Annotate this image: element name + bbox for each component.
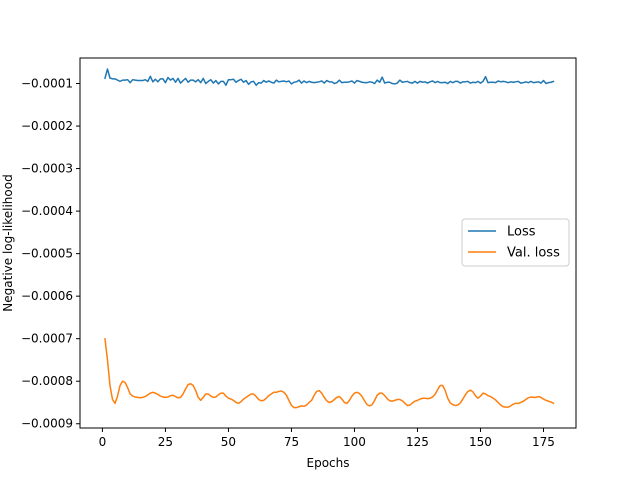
x-tick-label: 50 bbox=[221, 435, 236, 449]
y-tick-label: −0.0006 bbox=[21, 289, 73, 303]
y-tick-label: −0.0003 bbox=[21, 162, 73, 176]
x-tick-label: 150 bbox=[469, 435, 492, 449]
y-tick-label: −0.0009 bbox=[21, 417, 73, 431]
y-tick-label: −0.0007 bbox=[21, 332, 73, 346]
y-tick-label: −0.0002 bbox=[21, 119, 73, 133]
x-tick-label: 0 bbox=[99, 435, 107, 449]
x-tick-label: 75 bbox=[284, 435, 299, 449]
x-tick-label: 100 bbox=[343, 435, 366, 449]
legend-label-val-loss: Val. loss bbox=[507, 246, 560, 261]
legend: Loss Val. loss bbox=[461, 218, 570, 267]
x-tick-label: 175 bbox=[532, 435, 555, 449]
x-tick-label: 25 bbox=[158, 435, 173, 449]
axes-frame bbox=[79, 57, 577, 429]
y-axis-label: Negative log-likelihood bbox=[1, 174, 15, 311]
x-tick-label: 125 bbox=[406, 435, 429, 449]
legend-label-loss: Loss bbox=[507, 225, 536, 240]
series-line-val-loss bbox=[104, 337, 555, 409]
y-tick-label: −0.0005 bbox=[21, 247, 73, 261]
x-axis-ticks: 0 25 50 75 100 125 150 175 bbox=[99, 428, 555, 449]
y-axis-ticks: −0.0001 −0.0002 −0.0003 −0.0004 −0.0005 −0.00… bbox=[21, 77, 80, 431]
x-axis-label: Epochs bbox=[307, 456, 350, 470]
y-tick-label: −0.0001 bbox=[21, 77, 73, 91]
y-tick-label: −0.0008 bbox=[21, 374, 73, 388]
series-layer bbox=[104, 68, 555, 409]
y-tick-label: −0.0004 bbox=[21, 204, 73, 218]
series-line-loss bbox=[104, 68, 555, 86]
